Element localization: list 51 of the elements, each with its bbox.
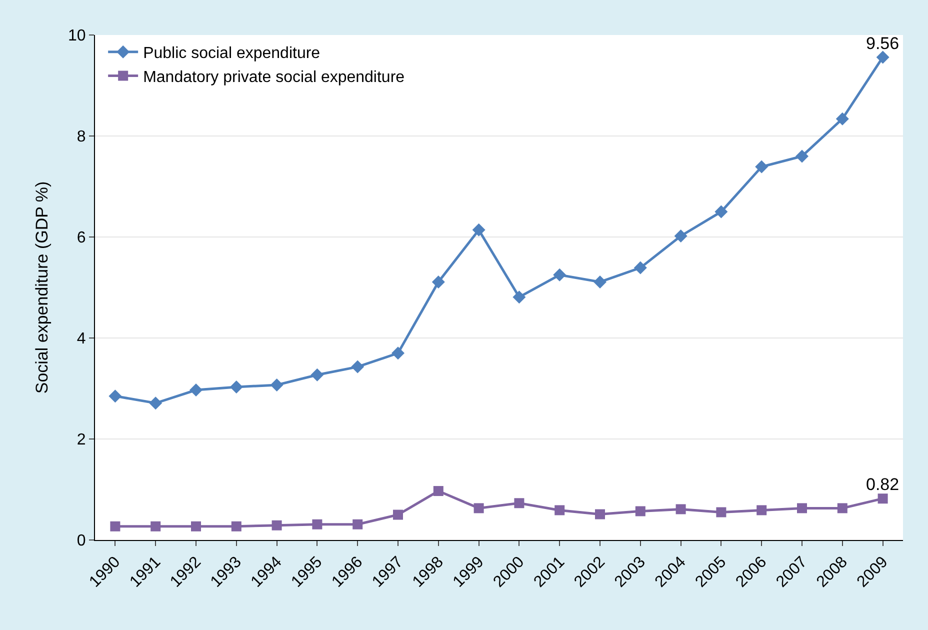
- y-tick-label: 0: [76, 532, 86, 550]
- point: [716, 507, 726, 518]
- point: [836, 112, 849, 126]
- point: [392, 346, 404, 360]
- point: [191, 521, 201, 532]
- point: [110, 521, 120, 532]
- point: [594, 275, 606, 288]
- y-tick-label: 6: [76, 230, 86, 247]
- point: [756, 505, 767, 516]
- y-tick-label: 4: [76, 330, 86, 348]
- point: [108, 390, 122, 403]
- point: [472, 223, 486, 236]
- point: [514, 498, 524, 508]
- point: [149, 396, 162, 410]
- point: [837, 503, 848, 514]
- point: [312, 519, 322, 530]
- y-tick-label: 2: [76, 432, 86, 449]
- point: [876, 50, 890, 64]
- y-tick-label: 10: [68, 28, 86, 45]
- point: [553, 268, 566, 282]
- point: [676, 504, 686, 514]
- point: [755, 160, 768, 174]
- point: [595, 509, 605, 520]
- point: [433, 486, 444, 496]
- annotation: 9.56: [866, 34, 900, 53]
- point: [190, 384, 202, 397]
- y-axis-title: Social expenditure (GDP %): [32, 181, 52, 394]
- point: [634, 261, 647, 274]
- point: [393, 510, 403, 520]
- point: [512, 290, 526, 304]
- point: [230, 380, 243, 394]
- point: [310, 368, 324, 382]
- point: [432, 275, 445, 288]
- point: [270, 378, 284, 392]
- legend-label: Mandatory private social expenditure: [143, 68, 405, 86]
- point: [797, 503, 807, 514]
- point: [231, 521, 242, 532]
- point: [635, 506, 646, 516]
- point: [150, 521, 161, 532]
- point: [351, 360, 364, 374]
- point: [878, 494, 888, 504]
- annotation: 0.82: [866, 475, 900, 494]
- point: [272, 520, 282, 530]
- y-tick-label: 8: [76, 128, 86, 146]
- point: [352, 519, 363, 530]
- point: [796, 150, 808, 163]
- point: [554, 505, 565, 516]
- legend-label: Public social expenditure: [143, 45, 320, 62]
- point: [714, 205, 728, 218]
- point: [474, 503, 484, 514]
- point: [674, 229, 688, 242]
